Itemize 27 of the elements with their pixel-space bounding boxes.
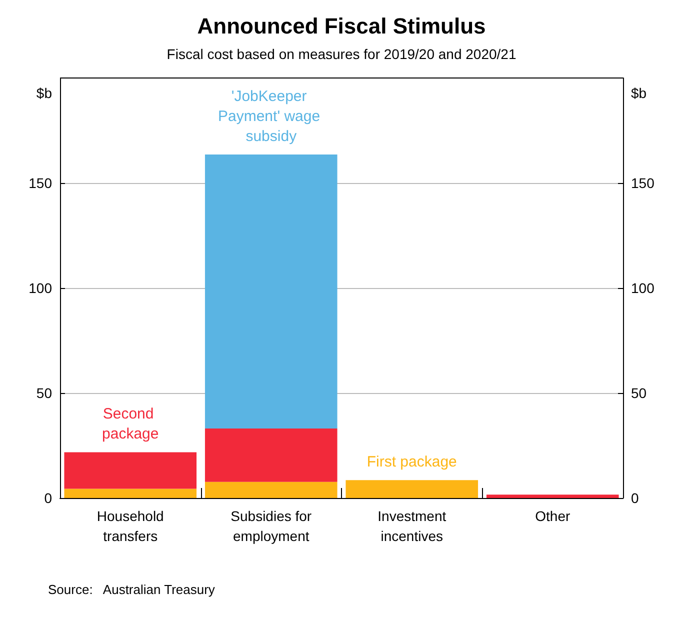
y-tick-label: 50: [36, 385, 52, 401]
series-label: Second package: [102, 406, 159, 443]
chart-subtitle: Fiscal cost based on measures for 2019/20 and 2020/21: [166, 46, 516, 62]
series-label: 'JobKeeper Payment' wage subsidy: [218, 88, 324, 145]
bar: [346, 480, 478, 498]
y2-tick-label: 50: [631, 385, 647, 401]
bar: [64, 488, 197, 498]
bar: [64, 452, 197, 489]
x-tick-label: Subsidies for employment: [230, 508, 312, 544]
bar: [204, 482, 338, 498]
y2-tick-label: 100: [631, 280, 655, 296]
bar: [486, 494, 619, 498]
y-tick-label: 100: [28, 280, 52, 296]
x-tick-label: Household transfers: [96, 508, 164, 544]
x-tick-label: Other: [535, 508, 570, 524]
series-label: First package: [366, 454, 457, 471]
y-tick-label: 150: [28, 175, 52, 191]
y-tick-label: 0: [44, 490, 52, 506]
chart-title: Announced Fiscal Stimulus: [197, 14, 486, 38]
x-tick-label: Investment incentives: [378, 508, 446, 544]
y2-axis-title: $b: [631, 85, 647, 101]
y-axis-title: $b: [36, 85, 52, 101]
y2-tick-label: 0: [631, 490, 639, 506]
source-note: Source: Australian Treasury: [48, 582, 216, 597]
bar: [204, 428, 338, 482]
bar: [204, 154, 338, 428]
y2-tick-label: 150: [631, 175, 655, 191]
